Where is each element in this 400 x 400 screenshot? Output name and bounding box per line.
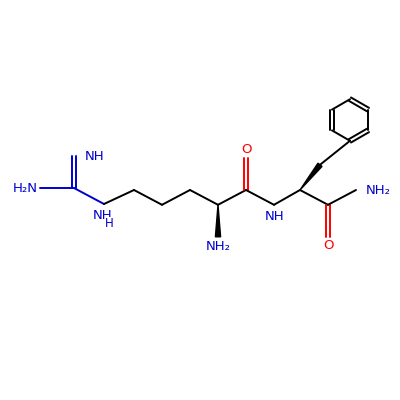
Text: O: O xyxy=(323,239,334,252)
Text: NH: NH xyxy=(85,150,104,162)
Text: NH: NH xyxy=(264,210,284,223)
Text: H₂N: H₂N xyxy=(13,182,38,194)
Text: NH₂: NH₂ xyxy=(206,240,230,253)
Text: O: O xyxy=(241,143,252,156)
Text: H: H xyxy=(105,217,114,230)
Text: NH₂: NH₂ xyxy=(366,184,391,196)
Polygon shape xyxy=(300,163,322,190)
Text: NH: NH xyxy=(93,209,113,222)
Polygon shape xyxy=(215,205,221,237)
